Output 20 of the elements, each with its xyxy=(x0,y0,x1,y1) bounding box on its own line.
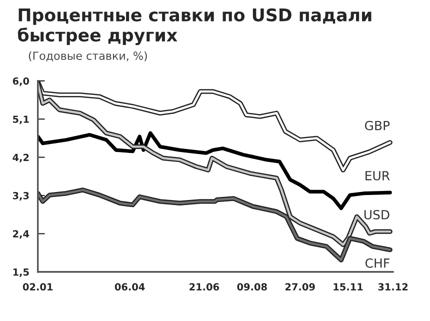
x-tick-label: 06.04 xyxy=(114,283,145,291)
y-tick-label: 2,4 xyxy=(13,230,30,239)
x-tick-label: 31.12 xyxy=(378,283,408,291)
x-tick-label: 27.09 xyxy=(285,283,315,291)
y-tick-label: 1,5 xyxy=(13,268,29,277)
series-label: GBP xyxy=(364,120,390,130)
x-tick-label: 21.06 xyxy=(190,283,220,291)
chart-subtitle: (Годовые ставки, %) xyxy=(28,51,147,62)
y-tick-label: 6,0 xyxy=(12,77,30,86)
y-tick-label: 3,3 xyxy=(12,192,29,201)
line-series xyxy=(38,131,392,210)
series-label: EUR xyxy=(366,171,390,180)
series-label: CHF xyxy=(365,258,390,268)
series-label: USD xyxy=(364,210,390,220)
chart-title: Процентные ставки по USD падали быстрее других xyxy=(18,8,372,46)
x-tick-label: 15.11 xyxy=(334,283,363,291)
y-tick-label: 5,1 xyxy=(13,116,29,124)
y-tick-label: 4,2 xyxy=(12,154,29,162)
x-tick-label: 09.08 xyxy=(237,283,267,291)
x-tick-label: 02.01 xyxy=(22,283,53,291)
